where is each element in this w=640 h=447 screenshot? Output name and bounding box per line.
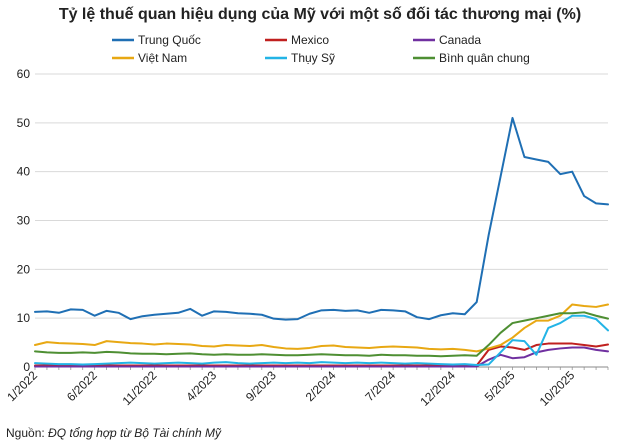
y-tick-label: 50: [17, 116, 31, 130]
legend-label-3: Việt Nam: [138, 51, 187, 65]
y-tick-label: 20: [17, 262, 31, 276]
series-line-3: [34, 303, 609, 353]
x-tick-label: 2/2024: [303, 368, 339, 404]
x-tick-label: 4/2023: [183, 368, 219, 404]
legend-label-1: Mexico: [291, 33, 329, 47]
source-note: Nguồn: ĐQ tổng hợp từ Bộ Tài chính Mỹ: [6, 426, 221, 440]
x-tick-label: 7/2024: [362, 368, 398, 404]
y-tick-label: 0: [23, 360, 30, 374]
chart-title: Tỷ lệ thuế quan hiệu dụng của Mỹ với một…: [58, 6, 582, 23]
x-tick-label: 12/2024: [417, 368, 458, 409]
legend-label-5: Bình quân chung: [439, 51, 530, 65]
series-line-2: [34, 346, 609, 368]
series-line-4: [34, 314, 609, 367]
legend-label-4: Thụy Sỹ: [291, 51, 335, 65]
x-tick-label: 6/2022: [64, 368, 100, 404]
y-tick-label: 30: [17, 214, 31, 228]
legend-label-2: Canada: [439, 33, 481, 47]
series-line-0: [34, 116, 609, 321]
x-tick-label: 5/2025: [482, 368, 518, 404]
x-tick-label: 11/2022: [120, 368, 160, 408]
legend: Trung Quốc Mexico Canada Việt Nam Thụy Sỹ Bìn…: [112, 33, 530, 65]
x-tick-label: 1/2022: [4, 368, 40, 404]
series-lines: [34, 116, 609, 368]
y-tick-label: 40: [17, 165, 31, 179]
legend-label-0: Trung Quốc: [138, 33, 201, 47]
x-tick-label: 9/2023: [243, 368, 279, 404]
source-prefix: Nguồn:: [6, 426, 45, 440]
gridlines: [35, 73, 608, 319]
x-tick-label: 10/2025: [537, 368, 578, 409]
source-text: ĐQ tổng hợp từ Bộ Tài chính Mỹ: [48, 426, 221, 440]
series-line-5: [34, 311, 609, 358]
y-tick-label: 10: [17, 311, 31, 325]
y-tick-label: 60: [17, 67, 31, 81]
